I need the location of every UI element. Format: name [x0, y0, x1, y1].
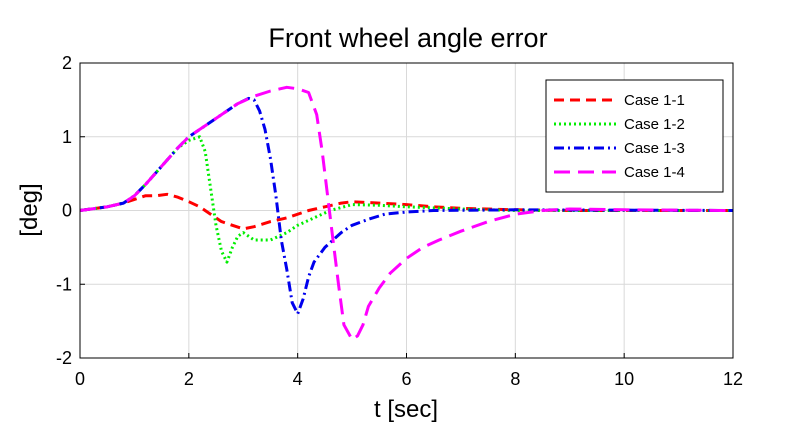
y-tick-label: 0: [62, 201, 72, 221]
y-tick-label: 2: [62, 53, 72, 73]
legend-label: Case 1-4: [624, 164, 685, 181]
legend-label: Case 1-2: [624, 116, 685, 133]
y-axis-label: [deg]: [16, 183, 43, 236]
y-tick-labels: -2 -1 0 1 2: [56, 53, 72, 368]
x-axis-label: t [sec]: [374, 396, 438, 423]
chart-title: Front wheel angle error: [268, 23, 547, 53]
legend-label: Case 1-3: [624, 140, 685, 157]
x-tick-label: 4: [293, 369, 303, 389]
legend-label: Case 1-1: [624, 92, 685, 109]
legend: Case 1-1 Case 1-2 Case 1-3 Case 1-4: [545, 79, 724, 193]
x-tick-label: 8: [510, 369, 520, 389]
x-tick-label: 12: [723, 369, 743, 389]
series-line-1: [79, 192, 733, 231]
series-lines: [79, 85, 734, 342]
series-line-2: [79, 135, 733, 264]
y-tick-label: -2: [56, 348, 72, 368]
plot-frame: [79, 62, 734, 359]
x-tick-label: 0: [75, 369, 85, 389]
x-tick-label: 2: [184, 369, 194, 389]
y-tick-label: -1: [56, 274, 72, 294]
y-tick-label: 1: [62, 127, 72, 147]
series-line-4: [79, 85, 734, 342]
x-tick-labels: 0 2 4 6 8 10 12: [75, 369, 743, 389]
x-tick-label: 10: [614, 369, 634, 389]
x-tick-label: 6: [401, 369, 411, 389]
